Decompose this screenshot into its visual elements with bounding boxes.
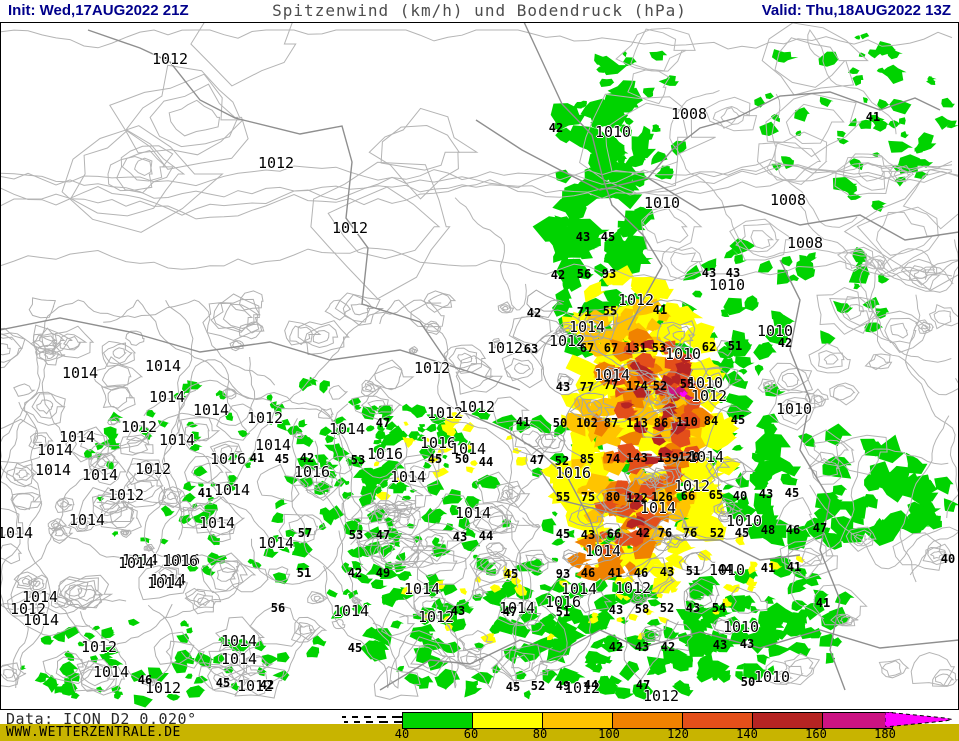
legend-segment-160-180 [822, 713, 892, 728]
dash-symbol [342, 714, 348, 726]
legend-segment-120-140 [682, 713, 752, 728]
footer-bar: Data: ICON D2 0.020° WWW.WETTERZENTRALE.… [0, 710, 959, 741]
wind-speed-legend [402, 712, 893, 729]
legend-segment-60-80 [472, 713, 542, 728]
legend-tick: 180 [874, 727, 896, 741]
init-time-label: Init: Wed,17AUG2022 21Z [8, 2, 189, 19]
legend-tick: 60 [463, 727, 479, 741]
page-title: Spitzenwind (km/h) und Bodendruck (hPa) [272, 1, 687, 20]
dash-symbol [376, 714, 388, 726]
dash-symbol [352, 714, 360, 726]
dash-symbol [363, 714, 373, 726]
legend-tick: 80 [532, 727, 548, 741]
legend-tick: 140 [736, 727, 758, 741]
legend-segment-80-100 [542, 713, 612, 728]
country-borders [0, 21, 959, 691]
legend-tick: 120 [667, 727, 689, 741]
dash-symbol [391, 714, 404, 726]
legend-tick: 160 [805, 727, 827, 741]
legend-tick: 40 [394, 727, 410, 741]
legend-segment-100-120 [612, 713, 682, 728]
data-source-label: Data: ICON D2 0.020° [6, 710, 197, 728]
legend-arrow [885, 712, 953, 727]
legend-tick: 100 [598, 727, 620, 741]
pressure-contours [0, 8, 959, 700]
valid-time-label: Valid: Thu,18AUG2022 13Z [761, 2, 951, 19]
header-bar: Init: Wed,17AUG2022 21Z Spitzenwind (km/… [0, 0, 959, 22]
website-label: WWW.WETTERZENTRALE.DE [6, 725, 181, 740]
legend-segment-40-60 [403, 713, 472, 728]
legend-segment-140-160 [752, 713, 822, 728]
